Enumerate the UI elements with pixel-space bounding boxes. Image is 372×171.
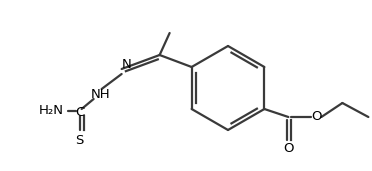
Text: H₂N: H₂N (39, 104, 64, 117)
Text: NH: NH (91, 89, 110, 102)
Text: S: S (76, 134, 84, 147)
Text: C: C (75, 106, 84, 119)
Text: O: O (283, 142, 294, 155)
Text: O: O (311, 110, 322, 123)
Text: N: N (122, 57, 131, 70)
